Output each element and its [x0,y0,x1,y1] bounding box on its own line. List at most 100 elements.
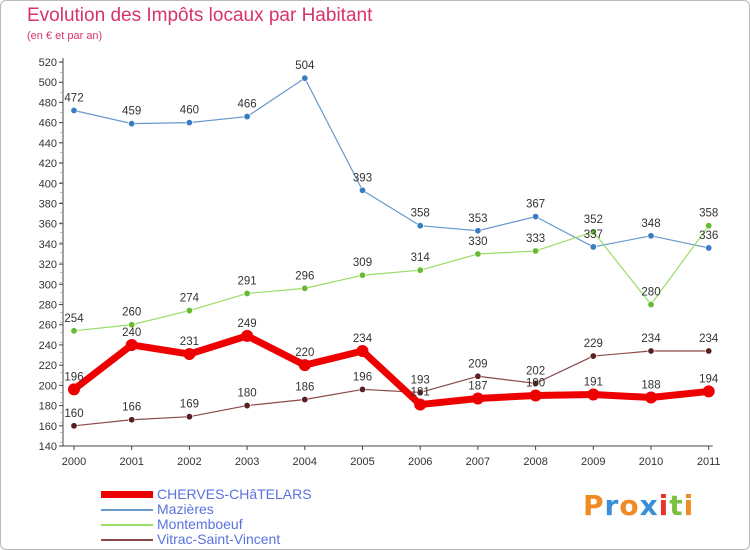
series-line-2 [73,225,710,332]
logo-letter: r [604,489,620,522]
data-label: 196 [64,371,83,383]
data-label: 330 [468,236,487,248]
data-label: 337 [584,229,603,241]
logo-letter: i [683,489,695,522]
data-point [128,321,136,329]
data-point [589,243,597,251]
data-point [645,391,657,404]
y-tick-label: 160 [39,421,57,433]
data-label: 209 [468,358,487,370]
data-label: 181 [411,387,430,399]
data-point [301,74,309,82]
data-point [705,244,713,252]
data-point [70,107,78,115]
data-label: 231 [180,336,199,348]
data-point [125,338,138,351]
series-line-3 [73,350,709,427]
data-point [301,396,309,404]
x-tick-label: 2008 [523,456,547,468]
legend-swatch [101,539,153,541]
data-label: 314 [411,252,431,264]
data-label: 160 [64,408,83,420]
data-point [532,379,540,387]
data-point [474,227,482,235]
data-label: 348 [641,218,660,230]
data-point [356,345,369,358]
data-point [647,301,655,309]
data-point [301,284,309,292]
legend-label: Mazières [157,501,214,517]
y-tick-label: 220 [39,360,57,372]
data-point [298,359,311,372]
data-label: 472 [64,93,83,105]
data-label: 254 [64,313,84,325]
data-label: 260 [122,307,141,319]
data-label: 460 [180,105,199,117]
data-label: 229 [584,338,603,350]
data-point [416,266,424,274]
data-label: 352 [584,214,603,226]
legend-label: Vitrac-Saint-Vincent [157,531,281,547]
x-tick-label: 2006 [408,456,432,468]
y-tick-label: 180 [39,401,57,413]
y-tick-label: 460 [39,118,57,130]
data-label: 393 [353,172,372,184]
data-point [128,416,136,424]
x-tick-label: 2001 [119,456,143,468]
data-label: 353 [468,213,487,225]
data-point [68,383,80,396]
y-tick-label: 520 [39,57,57,69]
data-label: 280 [641,287,660,299]
logo-letter: o [619,489,640,522]
data-point [474,372,482,380]
data-point [358,271,366,279]
y-tick-label: 380 [39,198,57,210]
logo-letter: P [583,489,605,522]
y-tick-label: 300 [39,279,57,291]
y-tick-label: 400 [39,178,57,190]
y-tick-label: 440 [39,138,57,150]
x-tick-label: 2000 [62,456,86,468]
y-tick-label: 140 [39,441,57,453]
data-label: 187 [468,381,487,393]
logo-letter: i [658,489,670,522]
y-tick-label: 260 [39,320,57,332]
data-point [185,119,193,127]
data-label: 180 [238,388,257,400]
data-label: 234 [641,333,661,345]
legend-label: Montemboeuf [157,516,243,532]
x-tick-label: 2003 [235,456,259,468]
data-label: 166 [122,402,141,414]
x-tick-label: 2002 [177,456,201,468]
data-label: 196 [353,371,372,383]
data-label: 274 [180,293,200,305]
data-point [414,398,427,411]
chart-title: Evolution des Impôts locaux par Habitant [27,5,373,26]
data-label: 234 [353,333,373,345]
y-tick-label: 500 [39,77,57,89]
data-label: 220 [295,347,314,359]
data-point [358,385,366,393]
legend-swatch [101,491,153,498]
data-point [185,413,193,421]
data-label: 169 [180,399,199,411]
data-label: 296 [295,270,314,282]
x-tick-label: 2004 [293,456,317,468]
data-point [589,228,597,236]
data-label: 504 [295,60,315,72]
data-point [358,186,366,194]
logo-letter: t [669,489,684,522]
x-tick-label: 2011 [697,456,721,468]
data-point [529,389,542,402]
data-label: 358 [699,208,718,220]
data-label: 188 [641,379,660,391]
x-tick-label: 2009 [581,456,605,468]
logo-letter: x [639,489,659,522]
legend-label: CHERVES-CHâTELARS [157,486,312,502]
legend-swatch [101,509,153,511]
data-label: 333 [526,233,545,245]
data-point [243,289,251,297]
y-tick-label: 280 [39,300,57,312]
data-point [243,113,251,121]
